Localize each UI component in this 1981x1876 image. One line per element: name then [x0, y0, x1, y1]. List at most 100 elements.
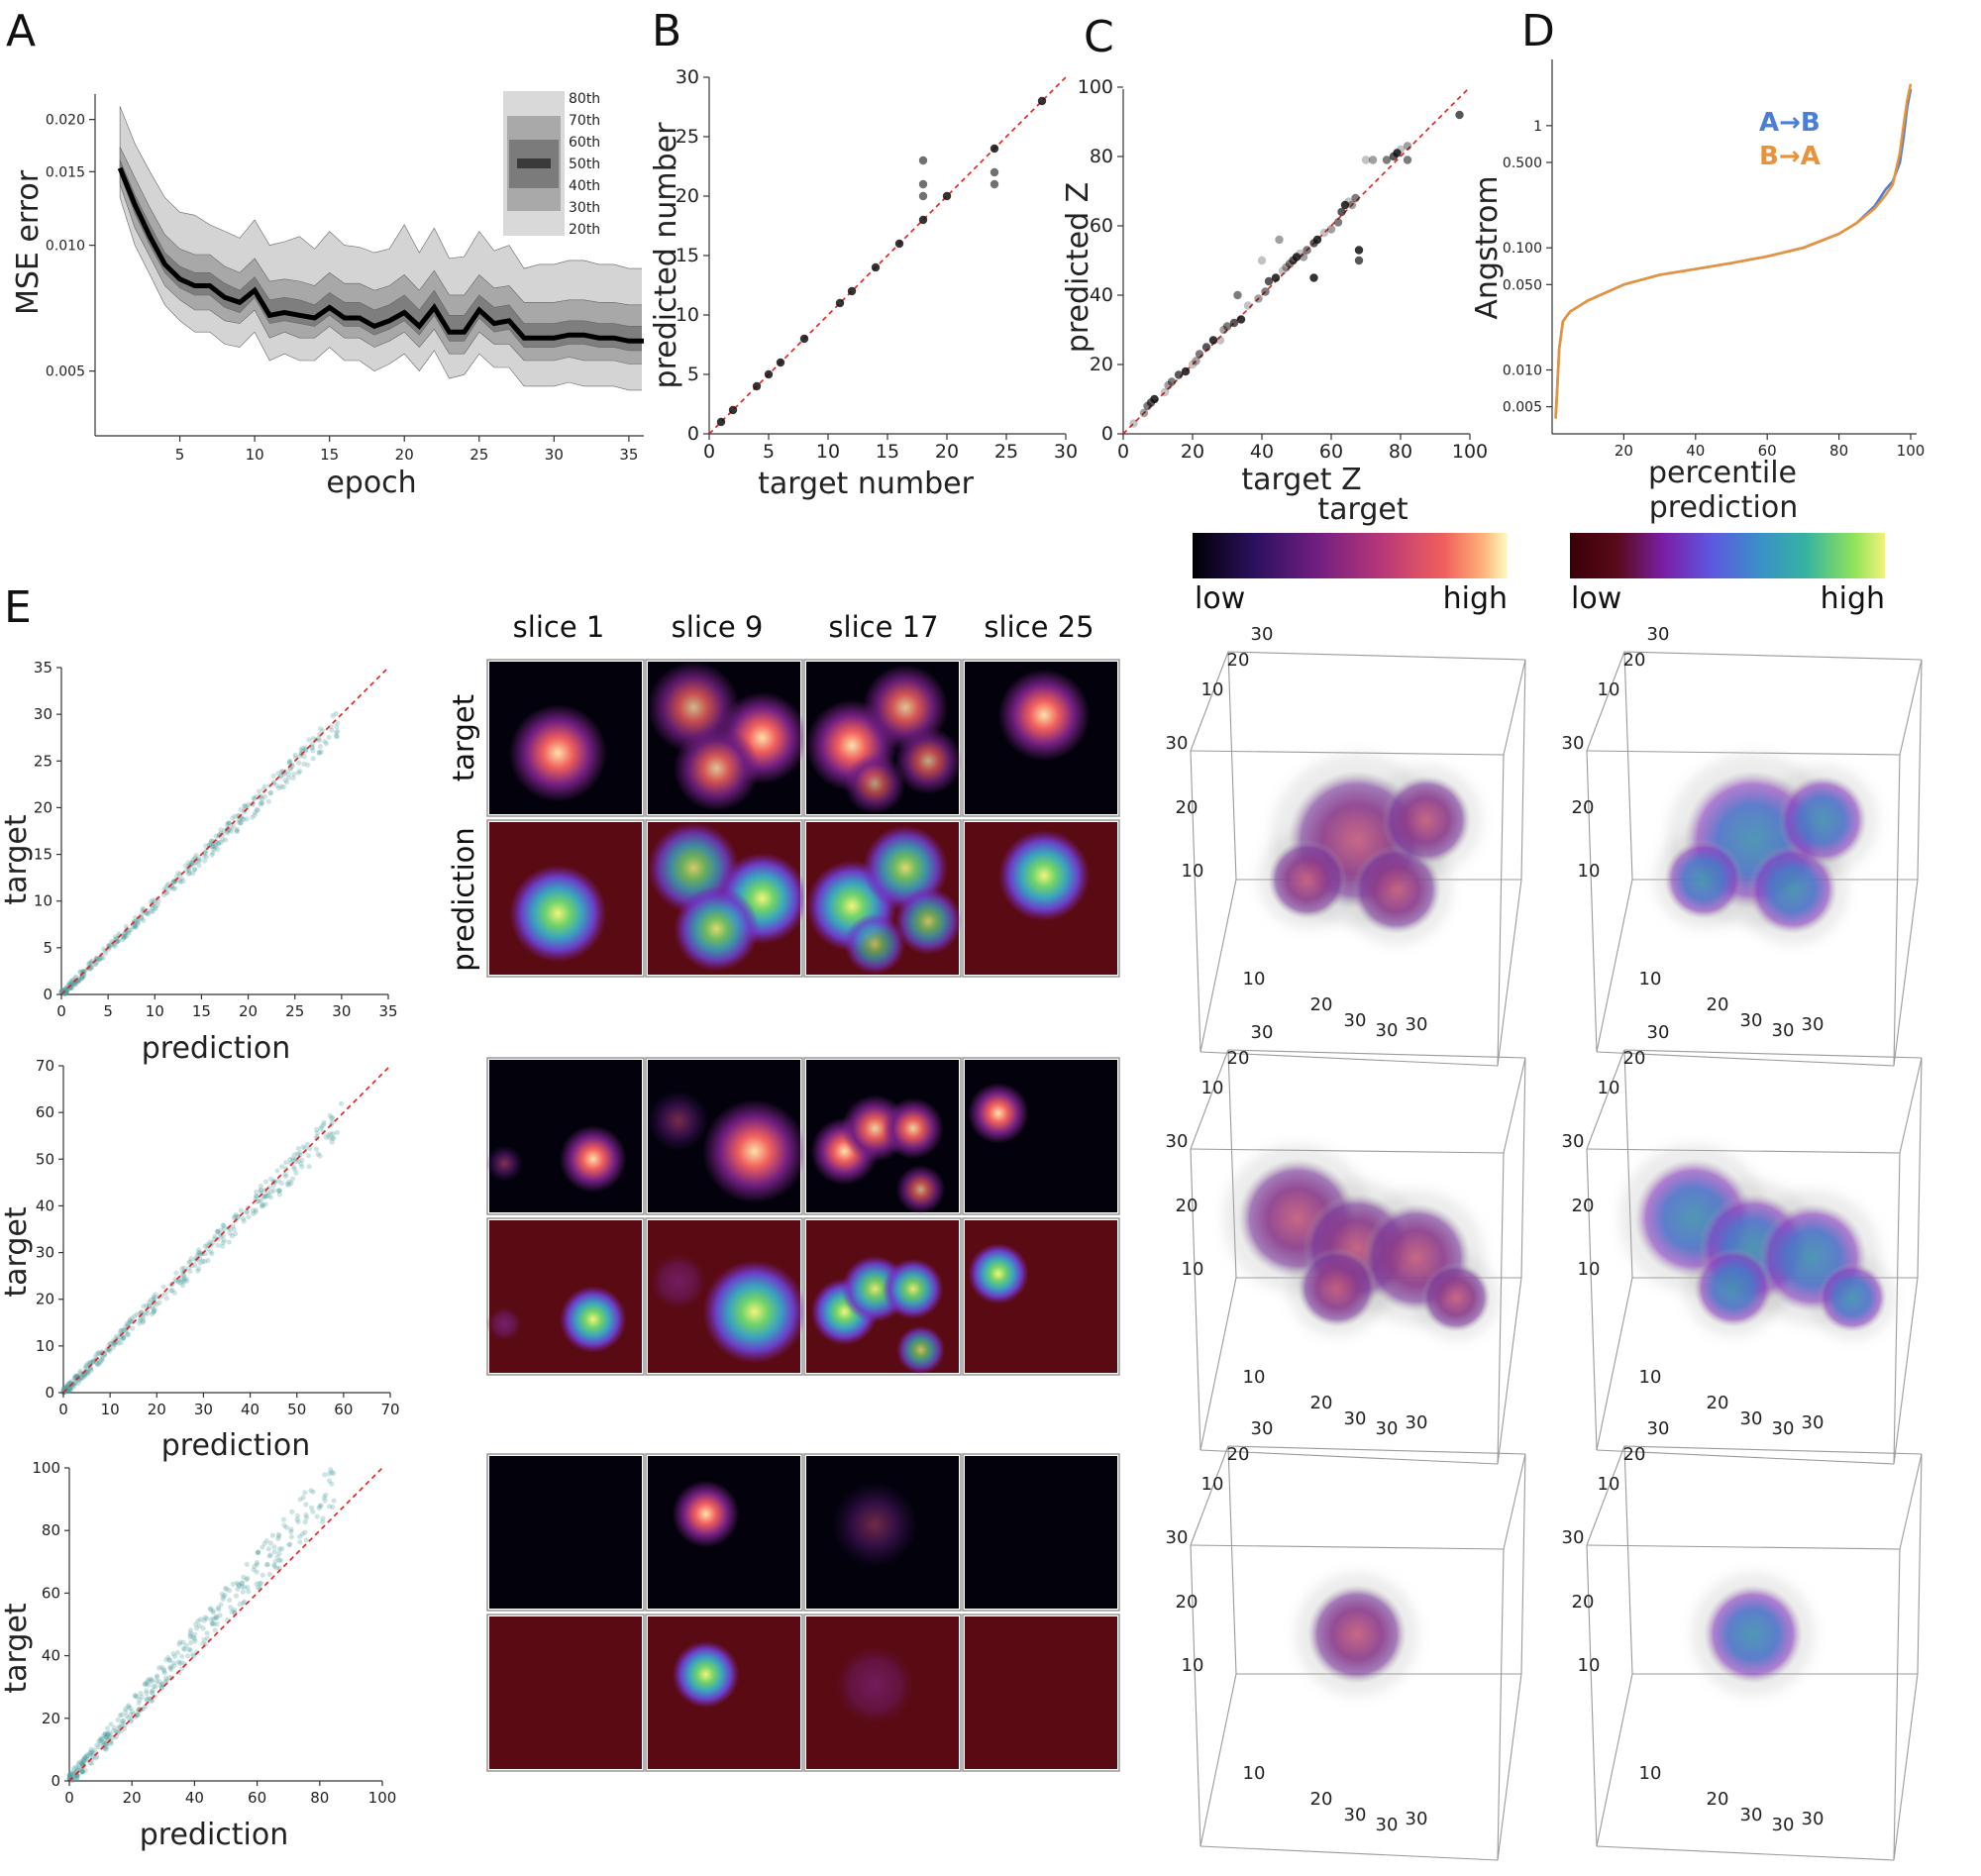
e-scatter-point — [78, 1375, 84, 1381]
c-point — [1354, 246, 1364, 255]
cube-tick: 30 — [1802, 1809, 1825, 1829]
e-scatter-point — [178, 1276, 184, 1282]
e-scatter-point — [302, 1529, 308, 1535]
e-scatter-point — [150, 1304, 156, 1310]
e-scatter-point — [291, 1152, 297, 1158]
cube-tick: 20 — [1707, 1393, 1729, 1413]
e-scatter-point — [334, 734, 340, 740]
e-scatter-point — [79, 1768, 85, 1775]
e-ytick-label: 80 — [42, 1521, 60, 1539]
cube-tick: 30 — [1647, 1022, 1670, 1043]
e-scatter-point — [253, 1209, 259, 1215]
e-scatter-point — [276, 785, 282, 791]
b-point — [752, 381, 762, 391]
e-scatter-point — [195, 859, 201, 865]
e-scatter-point — [297, 1533, 303, 1539]
e-scatter-point — [323, 741, 330, 747]
e-scatter-point — [287, 1541, 293, 1547]
e-scatter-point — [132, 923, 138, 929]
e-scatter-point — [146, 1696, 152, 1702]
e-scatter-point — [331, 1498, 337, 1504]
cube-tick: 20 — [1227, 650, 1250, 671]
e-scatter-point — [145, 910, 151, 917]
e-scatter-point — [187, 1269, 193, 1275]
b-xtick-label: 30 — [1054, 441, 1078, 463]
b-point — [716, 417, 726, 427]
e-scatter-point — [88, 1367, 94, 1374]
cube-tick: 30 — [1166, 733, 1189, 754]
e-scatter-point — [71, 1381, 77, 1387]
a-ytick-label: 0.010 — [46, 239, 85, 255]
c-ytick-label: 20 — [1090, 354, 1113, 375]
e-scatter-points — [58, 710, 341, 997]
e-scatter-point — [287, 758, 293, 765]
e-xtick-label: 100 — [368, 1789, 397, 1807]
panel-e-slice-heatmaps — [485, 659, 1120, 1772]
e-scatter-point — [289, 1509, 295, 1514]
e-scatter-point — [321, 1495, 327, 1501]
a-ytick-label: 0.015 — [46, 164, 85, 180]
row-label-prediction: prediction — [447, 827, 480, 972]
e-scatter-point — [70, 981, 76, 987]
e-scatter-point — [88, 1749, 94, 1755]
e-scatter-point — [177, 1280, 183, 1286]
e-scatter-point — [276, 1188, 283, 1194]
a-ytick-label: 0.005 — [46, 365, 85, 380]
target-slice-tile — [645, 1057, 807, 1215]
e-scatter-point — [76, 1759, 82, 1766]
e-scatter-point — [213, 1615, 219, 1621]
e-scatter-point — [86, 960, 92, 966]
a-legend-label: 60th — [569, 135, 600, 151]
e-scatter-point — [266, 1571, 272, 1578]
e-scatter-point — [192, 1631, 198, 1637]
e-scatter-point — [278, 1180, 284, 1187]
e-scatter-point — [135, 919, 141, 925]
e-scatter-point — [149, 1699, 155, 1705]
e-scatter-point — [220, 1222, 226, 1228]
e-scatter-point — [148, 1676, 154, 1682]
e-scatter-point — [263, 1561, 270, 1568]
e-scatter-point — [94, 1362, 101, 1368]
e-scatter-point — [302, 1490, 308, 1496]
e-scatter-point — [162, 885, 168, 890]
e-scatter-point — [267, 1540, 273, 1546]
cube-tick: 20 — [1572, 1196, 1595, 1216]
e-scatter-point — [114, 938, 120, 944]
e-scatter-point — [196, 863, 202, 869]
e-scatter-point — [92, 1354, 98, 1360]
e-scatter-point — [135, 920, 141, 927]
e-scatter-point — [110, 1345, 116, 1351]
b-point — [764, 369, 774, 379]
e-scatter-point — [196, 1252, 202, 1258]
e-scatter-point — [119, 1720, 125, 1726]
e-scatter-point — [128, 1318, 134, 1324]
cube-tick: 10 — [1243, 969, 1266, 990]
e-scatter-point — [192, 1262, 198, 1268]
e-scatter-point — [294, 1151, 300, 1157]
e-scatter-point — [174, 1649, 180, 1656]
e-scatter-point — [260, 800, 265, 806]
a-legend-label: 20th — [569, 222, 600, 238]
e-scatter-point — [144, 1688, 150, 1694]
e-scatter-point — [301, 761, 307, 768]
e-scatter-point — [214, 1615, 220, 1620]
e-scatter-point — [74, 1766, 80, 1773]
e-xtick-label: 35 — [378, 1002, 397, 1020]
e-scatter-point — [210, 850, 216, 856]
e-scatter-point — [296, 760, 302, 766]
e-scatter-point — [172, 1653, 178, 1660]
a-xlabel: epoch — [326, 466, 416, 500]
e-scatter-point — [84, 1369, 90, 1375]
e-scatter-point — [102, 1739, 108, 1745]
e-scatter-point — [261, 1540, 267, 1546]
e-xtick-label: 60 — [248, 1789, 266, 1807]
e-scatter-point — [320, 728, 326, 734]
e-scatter-point — [129, 1709, 135, 1715]
b-ytick-label: 0 — [687, 423, 699, 445]
c-point — [1403, 142, 1412, 151]
e-scatter-point — [236, 813, 242, 819]
e-scatter-point — [233, 1231, 239, 1237]
e-scatter-point — [163, 1296, 169, 1302]
